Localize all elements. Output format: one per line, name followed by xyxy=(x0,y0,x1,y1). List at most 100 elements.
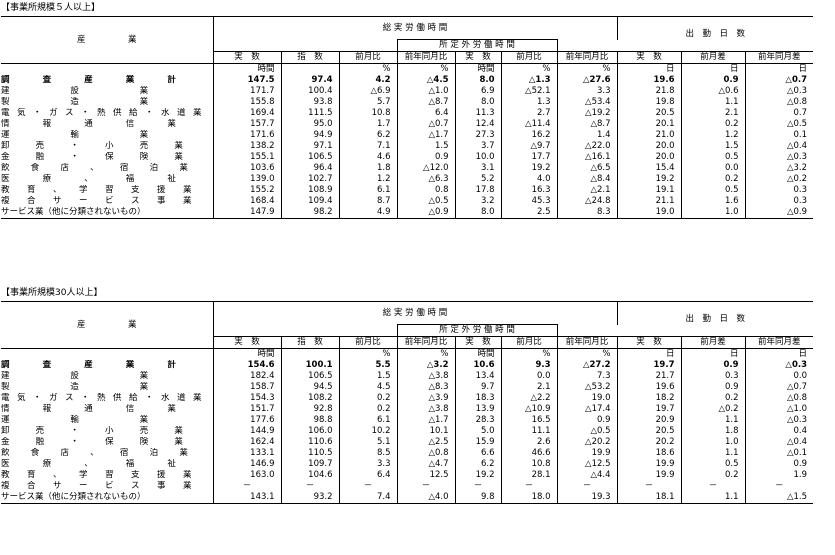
cell-value: 45.3 xyxy=(500,196,557,207)
industry-label: 卸売・小売業 xyxy=(1,426,214,437)
cell-value: △1.0 xyxy=(396,86,455,97)
industry-label: 製造業 xyxy=(1,382,214,393)
industry-label: 運輸業 xyxy=(1,415,214,426)
cell-value: 169.4 xyxy=(212,108,281,119)
cell-value: 19.1 xyxy=(616,185,681,196)
industry-name: 複合サービス事業 xyxy=(1,196,192,206)
cell-value: 20.1 xyxy=(616,119,681,130)
cell-value: － xyxy=(280,481,339,492)
cell-value: 3.1 xyxy=(454,163,501,174)
unit-label: % xyxy=(556,63,617,75)
cell-value: 144.9 xyxy=(212,426,281,437)
cell-value: △0.5 xyxy=(744,119,814,130)
header-row: 所 定 外 労 働 時 間 xyxy=(1,39,813,52)
table-row: 調査産業計 147.5 97.4 4.2 △4.5 8.0 △1.3 △27.6 19.6 0.9… xyxy=(1,75,814,86)
cell-value: △1.7 xyxy=(396,130,455,141)
table-row: 建設業 171.7 100.4 △6.9 △1.0 6.9 △52.1 3.3 21.8 △0.6… xyxy=(1,86,814,97)
cell-value: △27.2 xyxy=(556,360,617,371)
industry-name: 情報通信業 xyxy=(1,404,176,414)
cell-value: 15.9 xyxy=(454,437,501,448)
cell-value: 6.4 xyxy=(338,470,397,481)
cell-value: △0.2 xyxy=(680,404,745,415)
column-header: 前年同月比 xyxy=(556,51,617,64)
cell-value: 18.3 xyxy=(454,393,501,404)
industry-label: 製造業 xyxy=(1,97,214,108)
table-row: 電気・ガス・熱供給・水道業 169.4 111.5 10.8 6.4 11.3 2.7 △19… xyxy=(1,108,814,119)
unit-label: 日 xyxy=(616,63,681,75)
cell-value: 109.4 xyxy=(280,196,339,207)
table-row: 電気・ガス・熱供給・水道業 154.3 108.2 0.2 △3.9 18.3 △2.2 19… xyxy=(1,393,814,404)
cell-value: 106.5 xyxy=(280,152,339,163)
industry-header: 産 業 xyxy=(1,16,214,64)
unit-label: 日 xyxy=(744,348,814,360)
cell-value: 28.1 xyxy=(500,470,557,481)
cell-value: 21.8 xyxy=(616,86,681,97)
cell-value: 21.7 xyxy=(616,371,681,382)
industry-label: 建設業 xyxy=(1,371,214,382)
table-row: 金融・保険業 155.1 106.5 4.6 0.9 10.0 17.7 △16.1 20.0 0… xyxy=(1,152,814,163)
cell-value: － xyxy=(454,481,501,492)
header-row: 産 業総 実 労 働 時 間出 勤 日 数 xyxy=(1,16,814,64)
cell-value: 13.4 xyxy=(454,371,501,382)
cell-value: 19.2 xyxy=(616,174,681,185)
cell-value: 162.4 xyxy=(212,437,281,448)
unit-label: 日 xyxy=(680,63,745,75)
cell-value: △20.2 xyxy=(556,437,617,448)
table-row: 複合サービス事業－－－－－－－－－－ xyxy=(1,481,814,492)
cell-value: △0.8 xyxy=(744,97,814,108)
column-header: 前年同月比 xyxy=(396,51,455,64)
cell-value: 17.7 xyxy=(500,152,557,163)
cell-value: △8.7 xyxy=(396,97,455,108)
cell-value: 155.2 xyxy=(212,185,281,196)
cell-value: 147.9 xyxy=(212,207,281,219)
unit-label: % xyxy=(396,348,455,360)
table-row: 運輸業 171.6 94.9 6.2 △1.7 27.3 16.2 1.4 21.0 1.2 0.1 xyxy=(1,130,814,141)
unit-label: 時間 xyxy=(212,63,281,75)
cell-value: △0.1 xyxy=(744,448,814,459)
cell-value: △4.7 xyxy=(396,459,455,470)
cell-value: 19.9 xyxy=(616,459,681,470)
cell-value: 93.8 xyxy=(280,97,339,108)
industry-header: 産 業 xyxy=(1,301,214,349)
cell-value: 163.0 xyxy=(212,470,281,481)
industry-name: 金融・保険業 xyxy=(1,152,183,162)
column-header: 前月差 xyxy=(680,51,745,64)
cell-value: △9.7 xyxy=(500,141,557,152)
cell-value: 0.5 xyxy=(680,459,745,470)
industry-label: 電気・ガス・熱供給・水道業 xyxy=(1,108,214,119)
industry-label: 運輸業 xyxy=(1,130,214,141)
cell-value: △2.5 xyxy=(396,437,455,448)
industry-label: サービス業（他に分類されないもの） xyxy=(1,207,214,219)
cell-value: △0.7 xyxy=(744,382,814,393)
industry-name: 運輸業 xyxy=(1,415,149,425)
cell-value: 0.2 xyxy=(680,470,745,481)
industry-name: 電気・ガス・熱供給・水道業 xyxy=(1,393,202,403)
industry-label: 飲食店、宿泊業 xyxy=(1,448,214,459)
cell-value: 19.2 xyxy=(500,163,557,174)
cell-value: 10.6 xyxy=(454,360,501,371)
cell-value: 16.5 xyxy=(500,415,557,426)
cell-value: 106.0 xyxy=(280,426,339,437)
cell-value: 1.7 xyxy=(338,119,397,130)
cell-value: 8.3 xyxy=(556,207,617,219)
total-hours-header: 総 実 労 働 時 間 xyxy=(213,301,618,325)
overtime-header: 所 定 外 労 働 時 間 xyxy=(396,39,558,52)
cell-value: 10.8 xyxy=(500,459,557,470)
table-row: 飲食店、宿泊業 133.1 110.5 8.5 △0.8 6.6 46.6 19.9 18.6 1… xyxy=(1,448,814,459)
cell-value: 19.9 xyxy=(616,470,681,481)
cell-value: △27.6 xyxy=(556,75,617,86)
industry-label: 調査産業計 xyxy=(1,75,214,86)
cell-value: － xyxy=(396,481,455,492)
industry-name: サービス業（他に分類されないもの） xyxy=(1,207,146,217)
cell-value: △0.6 xyxy=(680,86,745,97)
cell-value: 0.2 xyxy=(338,393,397,404)
cell-value: 20.0 xyxy=(616,141,681,152)
unit-label: % xyxy=(556,348,617,360)
cell-value: 1.1 xyxy=(680,492,745,504)
column-header: 前年同月比 xyxy=(556,336,617,349)
cell-value: 0.7 xyxy=(744,108,814,119)
cell-value: 8.0 xyxy=(454,97,501,108)
cell-value: 1.5 xyxy=(338,371,397,382)
cell-value: 151.7 xyxy=(212,404,281,415)
cell-value: 0.9 xyxy=(556,415,617,426)
